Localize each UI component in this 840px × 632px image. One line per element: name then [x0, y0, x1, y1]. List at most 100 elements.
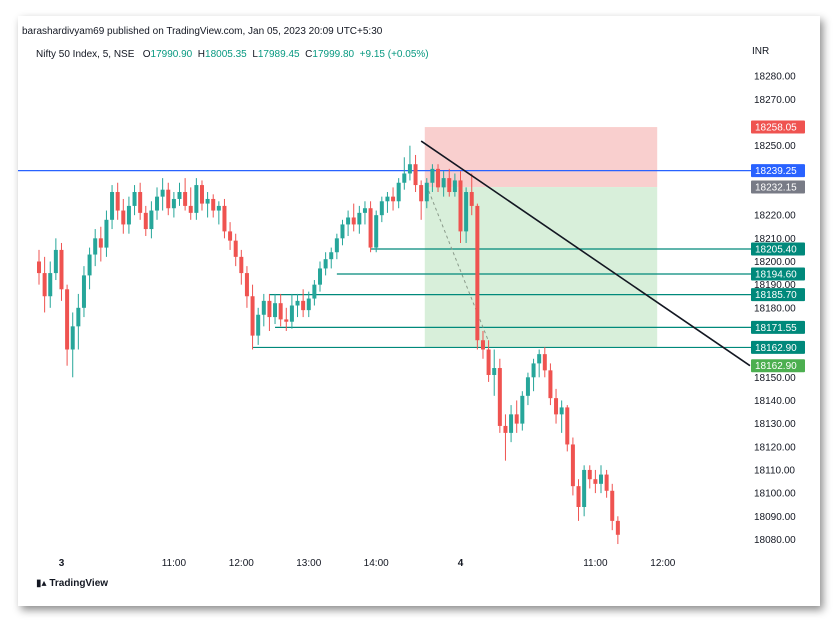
candle-body: [542, 354, 547, 371]
price-badge[interactable]: [751, 120, 805, 134]
candle-body: [604, 474, 609, 491]
candle-body: [318, 268, 322, 285]
price-badge-label: 18258.05: [755, 123, 797, 134]
candle-body: [98, 238, 103, 248]
currency-label[interactable]: INR: [752, 46, 770, 57]
low-label: L: [252, 49, 258, 60]
open-value: 17990.90: [150, 49, 193, 60]
candle-body: [143, 212, 148, 230]
x-axis-tick-label: 13:00: [296, 558, 321, 569]
high-value: 18005.35: [205, 49, 247, 60]
change-value: +9.15 (+0.05%): [359, 49, 429, 60]
candle-body: [132, 192, 137, 206]
publisher-line: barashardivyam69 published on TradingVie…: [22, 26, 383, 37]
price-badge-label: 18194.60: [755, 270, 797, 281]
price-badge[interactable]: [751, 180, 805, 194]
candle-body: [537, 354, 542, 364]
candle-body: [340, 224, 345, 239]
price-badge-label: 18205.40: [755, 244, 797, 255]
candle-body: [301, 300, 306, 311]
price-badge-label: 18162.90: [755, 343, 797, 354]
candle-body: [76, 307, 81, 327]
candle-body: [104, 219, 109, 248]
candle-body: [273, 303, 278, 318]
candle-body: [599, 474, 603, 484]
candle-body: [582, 469, 587, 507]
open-label: O: [142, 49, 151, 60]
price-badge-label: 18171.55: [755, 323, 797, 334]
candle-body: [576, 486, 581, 507]
candle-body: [70, 326, 75, 350]
candle-body: [469, 192, 474, 206]
candle-body: [126, 205, 131, 225]
candle-body: [615, 520, 620, 535]
candle-body: [205, 198, 210, 204]
candle-body: [570, 444, 575, 487]
candle-body: [81, 275, 86, 308]
candle-body: [391, 196, 396, 202]
candle-body: [525, 377, 530, 396]
x-axis-tick-label: 14:00: [364, 558, 389, 569]
candle-body: [436, 168, 441, 188]
candle-body: [565, 407, 570, 445]
candlestick-chart[interactable]: 18080.00 18090.00 18100.00 18110.00 18120.00…: [18, 16, 820, 606]
candle-body: [419, 185, 424, 202]
candle-body: [480, 340, 485, 350]
candle-body: [520, 395, 525, 424]
price-badge[interactable]: [751, 242, 805, 256]
high-label: H: [197, 49, 206, 60]
symbol-label[interactable]: Nifty 50 Index, 5, NSE: [36, 49, 135, 60]
candle-body: [407, 164, 412, 174]
price-badge[interactable]: [751, 164, 805, 178]
price-badge[interactable]: [751, 288, 805, 302]
x-axis-tick-label: 11:00: [162, 558, 187, 569]
tradingview-logo[interactable]: ▮▴ TradingView: [36, 578, 108, 589]
candle-body: [233, 240, 238, 257]
stop-loss-zone[interactable]: [424, 127, 658, 188]
candle-body: [228, 231, 233, 241]
price-badge[interactable]: [751, 359, 805, 373]
y-axis-tick-label: 18220.00: [754, 211, 796, 222]
price-badge[interactable]: [751, 320, 805, 334]
y-axis-tick-label: 18080.00: [754, 535, 796, 546]
y-axis-tick-label: 18210.00: [754, 234, 796, 245]
candle-body: [199, 185, 204, 204]
candle-body: [53, 249, 58, 274]
candle-body: [188, 205, 193, 213]
low-value: 17989.45: [257, 49, 300, 60]
close-value: 17999.80: [312, 49, 355, 60]
candle-body: [166, 189, 171, 209]
candle-body: [346, 217, 351, 225]
candle-body: [239, 256, 244, 274]
candle-body: [261, 300, 266, 315]
x-axis-tick-label: 12:00: [229, 558, 254, 569]
y-axis-tick-label: 18270.00: [754, 95, 796, 106]
candle-body: [441, 178, 446, 188]
candle-body: [216, 205, 221, 211]
candle-body: [312, 284, 317, 299]
price-badge-label: 18162.90: [755, 361, 797, 372]
price-badge[interactable]: [751, 340, 805, 354]
target-zone[interactable]: [424, 187, 658, 348]
candle-body: [329, 252, 334, 260]
trendline[interactable]: [420, 140, 751, 367]
price-badge[interactable]: [751, 267, 805, 281]
candle-body: [110, 192, 115, 220]
candle-body: [250, 296, 255, 336]
price-badge-label: 18239.25: [755, 166, 797, 177]
candle-body: [351, 217, 356, 225]
y-axis-tick-label: 18280.00: [754, 72, 796, 83]
candle-body: [593, 479, 598, 484]
candle-body: [149, 210, 154, 230]
x-axis-tick-label: 4: [458, 558, 464, 569]
candle-body: [334, 238, 339, 253]
candle-body: [183, 192, 188, 206]
y-axis-tick-label: 18110.00: [754, 465, 795, 476]
candle-body: [385, 196, 390, 202]
candle-body: [87, 254, 92, 276]
candle-body: [357, 212, 362, 225]
candle-body: [48, 273, 53, 297]
candle-body: [115, 192, 120, 211]
y-axis-tick-label: 18190.00: [754, 280, 796, 291]
candle-body: [194, 185, 199, 213]
